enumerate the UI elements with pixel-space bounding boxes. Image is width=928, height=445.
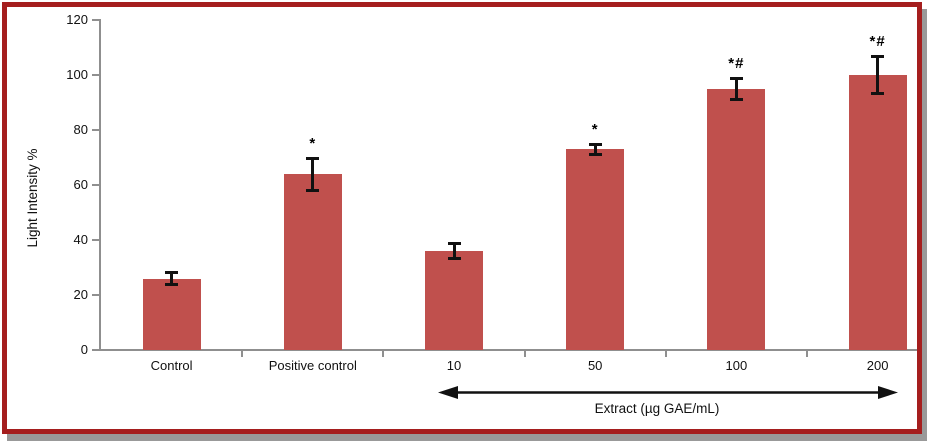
x-tick-label: 200: [866, 358, 889, 373]
bar: [283, 174, 342, 350]
x-tick-label: Control: [150, 358, 193, 373]
y-tick-label: 80: [73, 122, 88, 137]
extract-group-label: Extract (µg GAE/mL): [594, 401, 720, 416]
y-tick-mark: [92, 129, 101, 131]
x-tick-label: 50: [587, 358, 603, 373]
error-bar-cap-top: [447, 241, 461, 245]
y-tick-mark: [92, 184, 101, 186]
y-tick-mark: [92, 239, 101, 241]
bar: [566, 149, 625, 350]
error-bar-cap-top: [871, 54, 885, 58]
bar: [142, 278, 201, 350]
error-bar-cap-bottom: [588, 152, 602, 156]
x-tick-mark: [806, 351, 808, 357]
y-tick-mark: [92, 294, 101, 296]
significance-marker: *: [309, 134, 317, 152]
figure-frame: [2, 2, 922, 434]
bar: [848, 75, 907, 350]
error-bar-cap-top: [588, 142, 602, 146]
error-bar-cap-bottom: [447, 257, 461, 261]
x-tick-label: Positive control: [268, 358, 357, 373]
error-bar-cap-bottom: [306, 188, 320, 192]
significance-marker: *: [591, 120, 599, 138]
significance-marker: *#: [869, 32, 886, 50]
x-axis-line: [99, 349, 917, 351]
x-tick-label: 10: [446, 358, 462, 373]
extract-range-arrow-icon: [438, 386, 898, 399]
bar: [425, 251, 483, 350]
error-bar-stem: [593, 143, 597, 155]
y-tick-label: 40: [73, 232, 88, 247]
error-bar-cap-bottom: [729, 97, 743, 101]
bar: [707, 88, 766, 350]
y-tick-label: 0: [80, 342, 88, 357]
y-tick-mark: [92, 19, 101, 21]
y-tick-label: 20: [73, 287, 88, 302]
y-tick-mark: [92, 349, 101, 351]
y-tick-label: 120: [66, 12, 88, 27]
error-bar-cap-bottom: [165, 283, 179, 287]
x-tick-label: 100: [725, 358, 748, 373]
error-bar-cap-top: [729, 76, 743, 80]
x-tick-mark: [382, 351, 385, 357]
y-axis-title: Light Intensity %: [25, 148, 40, 248]
x-tick-mark: [664, 351, 667, 357]
error-bar-stem: [452, 242, 456, 260]
error-bar-stem: [876, 55, 880, 95]
y-tick-label: 100: [66, 67, 88, 82]
error-bar-stem: [311, 157, 315, 191]
error-bar-cap-top: [306, 156, 320, 160]
x-tick-mark: [523, 351, 526, 357]
significance-marker: *#: [728, 54, 745, 72]
error-bar-stem: [734, 77, 738, 100]
y-tick-mark: [92, 74, 101, 76]
error-bar-cap-top: [165, 270, 179, 274]
x-tick-mark: [241, 351, 244, 357]
error-bar-stem: [170, 271, 174, 286]
y-tick-label: 60: [73, 177, 88, 192]
error-bar-cap-bottom: [871, 92, 885, 96]
